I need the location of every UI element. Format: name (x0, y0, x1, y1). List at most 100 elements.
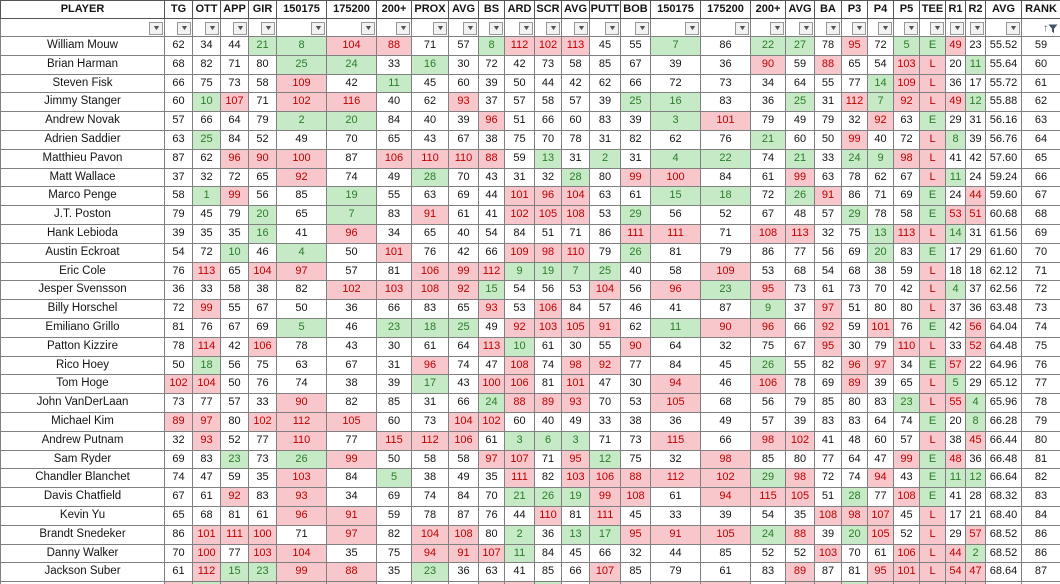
cell[interactable]: 35 (220, 223, 249, 244)
cell[interactable]: 41 (276, 223, 327, 244)
cell[interactable]: 106 (589, 468, 621, 489)
cell[interactable]: 80 (1021, 430, 1060, 451)
filter-dropdown-button[interactable]: ▼ (685, 21, 699, 35)
cell[interactable]: 62 (192, 148, 221, 169)
player-name-cell[interactable]: Tom Hoge (0, 374, 165, 395)
cell[interactable]: 78 (561, 129, 590, 150)
cell[interactable]: 67 (220, 317, 249, 338)
cell[interactable]: 101 (700, 111, 751, 131)
cell[interactable]: 108 (620, 487, 651, 507)
cell[interactable]: 67 (326, 355, 377, 376)
cell[interactable]: 83 (411, 299, 449, 319)
cell[interactable]: 56 (534, 280, 562, 301)
cell[interactable]: 39 (785, 411, 815, 432)
cell[interactable]: 111 (620, 223, 651, 244)
player-name-cell[interactable]: Chandler Blanchet (0, 468, 165, 489)
player-name-cell[interactable]: Hank Lebioda (0, 223, 165, 244)
cell[interactable]: 98 (700, 449, 751, 470)
cell[interactable]: 51 (534, 223, 562, 244)
cell[interactable]: 66 (192, 111, 221, 131)
cell[interactable]: 38 (945, 430, 966, 451)
cell[interactable]: L (919, 167, 946, 188)
cell[interactable]: 53 (945, 205, 966, 225)
cell[interactable]: 96 (276, 505, 327, 526)
cell[interactable]: 64 (448, 336, 479, 357)
cell[interactable]: 40 (620, 261, 651, 282)
cell[interactable]: 9 (504, 261, 535, 282)
cell[interactable]: 98 (841, 505, 868, 526)
player-name-cell[interactable]: Andrew Novak (0, 111, 165, 131)
cell[interactable]: 110 (448, 148, 479, 169)
cell[interactable]: 66.64 (985, 468, 1022, 489)
player-name-cell[interactable]: Marco Penge (0, 186, 165, 207)
column-header-p3-21[interactable]: P3 (841, 0, 868, 19)
cell[interactable]: 113 (893, 223, 920, 244)
cell[interactable]: 72 (867, 36, 894, 56)
cell[interactable]: 91 (448, 543, 479, 564)
cell[interactable]: 69 (164, 449, 193, 470)
cell[interactable]: 64 (650, 336, 701, 357)
cell[interactable]: 72 (220, 167, 249, 188)
cell[interactable]: 90 (700, 317, 751, 338)
cell[interactable]: 58 (893, 205, 920, 225)
cell[interactable]: 79 (220, 205, 249, 225)
cell[interactable]: 63 (589, 186, 621, 207)
filter-dropdown-button[interactable]: ▼ (826, 21, 840, 35)
cell[interactable]: 102 (785, 430, 815, 451)
cell[interactable]: 86 (700, 36, 751, 56)
cell[interactable]: 39 (650, 54, 701, 75)
cell[interactable]: 85 (700, 543, 751, 564)
column-header-tee-24[interactable]: TEE (919, 0, 946, 19)
cell[interactable]: 55 (620, 36, 651, 56)
cell[interactable]: 61 (248, 505, 277, 526)
cell[interactable]: 83 (841, 411, 868, 432)
cell[interactable]: 56 (220, 355, 249, 376)
cell[interactable]: 44 (504, 505, 535, 526)
cell[interactable]: 58 (411, 449, 449, 470)
cell[interactable]: 51 (504, 111, 535, 131)
cell[interactable]: 45 (589, 36, 621, 56)
cell[interactable]: 59 (785, 54, 815, 75)
cell[interactable]: E (919, 317, 946, 338)
cell[interactable]: 31 (589, 129, 621, 150)
cell[interactable]: 82 (814, 355, 842, 376)
cell[interactable]: 59 (841, 317, 868, 338)
cell[interactable]: 55 (814, 73, 842, 94)
cell[interactable]: 110 (411, 148, 449, 169)
cell[interactable]: 54 (504, 280, 535, 301)
cell[interactable]: 21 (504, 487, 535, 507)
cell[interactable]: 75 (376, 543, 412, 564)
cell[interactable]: 95 (841, 36, 868, 56)
cell[interactable]: 31 (561, 148, 590, 169)
cell[interactable]: 12 (965, 468, 986, 489)
cell[interactable]: 79 (164, 205, 193, 225)
cell[interactable]: 109 (700, 261, 751, 282)
cell[interactable]: 64 (785, 73, 815, 94)
cell[interactable]: 34 (750, 73, 786, 94)
cell[interactable]: 113 (478, 336, 505, 357)
cell[interactable]: 105 (650, 393, 701, 413)
cell[interactable]: 103 (534, 317, 562, 338)
cell[interactable]: 62 (589, 73, 621, 94)
cell[interactable]: 90 (248, 148, 277, 169)
cell[interactable]: 57 (326, 261, 377, 282)
cell[interactable]: 105 (867, 524, 894, 545)
cell[interactable]: 107 (867, 505, 894, 526)
cell[interactable]: 57 (965, 524, 986, 545)
cell[interactable]: 17 (965, 73, 986, 94)
cell[interactable]: 63 (411, 186, 449, 207)
cell[interactable]: 57 (814, 205, 842, 225)
cell[interactable]: 82 (276, 280, 327, 301)
cell[interactable]: 76 (478, 505, 505, 526)
cell[interactable]: 35 (478, 468, 505, 489)
cell[interactable]: 84 (534, 543, 562, 564)
cell[interactable]: 64.48 (985, 336, 1022, 357)
cell[interactable]: 86 (1021, 524, 1060, 545)
cell[interactable]: 57 (750, 411, 786, 432)
cell[interactable]: 68 (164, 54, 193, 75)
cell[interactable]: 66 (620, 73, 651, 94)
cell[interactable]: 20 (867, 242, 894, 263)
cell[interactable]: 66 (589, 543, 621, 564)
cell[interactable]: 50 (814, 129, 842, 150)
cell[interactable]: 42 (504, 54, 535, 75)
